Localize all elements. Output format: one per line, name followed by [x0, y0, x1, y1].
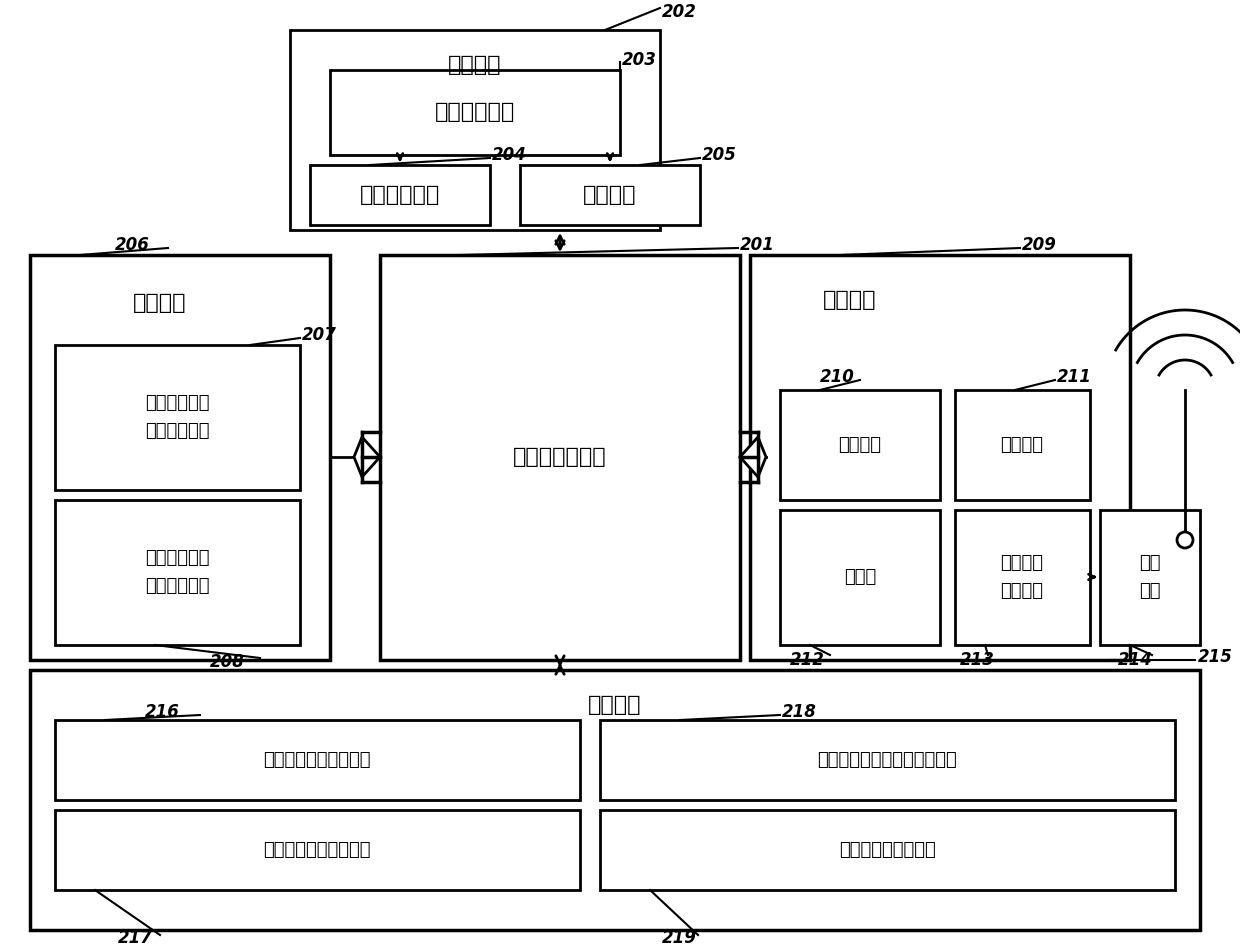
Circle shape	[1177, 532, 1193, 548]
Bar	[55, 810, 580, 890]
Polygon shape	[353, 437, 379, 477]
Text: 214: 214	[1118, 651, 1153, 669]
Bar	[55, 720, 580, 800]
Text: 嵌入式微控制器: 嵌入式微控制器	[513, 447, 606, 467]
Text: 207: 207	[303, 326, 337, 344]
Text: 218: 218	[782, 703, 817, 721]
Text: 光伏组件转动: 光伏组件转动	[145, 394, 210, 412]
Text: 201: 201	[740, 236, 775, 254]
Bar	[955, 390, 1090, 500]
Text: 213: 213	[960, 651, 994, 669]
Text: 功率: 功率	[1140, 554, 1161, 572]
Text: 205: 205	[702, 146, 737, 164]
Text: 备用电池: 备用电池	[583, 185, 637, 205]
Bar	[1100, 510, 1200, 645]
Text: 210: 210	[820, 368, 854, 386]
Bar	[330, 70, 620, 155]
Bar	[955, 510, 1090, 645]
Bar	[520, 165, 701, 225]
Text: 208: 208	[210, 653, 244, 671]
Text: 控制: 控制	[1140, 582, 1161, 600]
Polygon shape	[740, 437, 766, 477]
Bar	[750, 255, 1130, 660]
Bar	[310, 165, 490, 225]
Bar	[379, 255, 740, 660]
Bar	[55, 500, 300, 645]
Text: 预留接口: 预留接口	[1001, 436, 1044, 454]
Text: 通信模块: 通信模块	[1001, 582, 1044, 600]
Text: 211: 211	[1056, 368, 1092, 386]
Text: 供电单元: 供电单元	[448, 55, 502, 75]
Text: 光伏组件清洗: 光伏组件清洗	[145, 549, 210, 567]
Text: 存储器: 存储器	[844, 568, 877, 586]
Bar	[600, 720, 1176, 800]
Text: 光伏组件电压检测电路: 光伏组件电压检测电路	[263, 841, 371, 859]
Text: 215: 215	[1198, 648, 1233, 666]
Text: 203: 203	[622, 51, 657, 69]
Bar	[780, 390, 940, 500]
Text: 209: 209	[1022, 236, 1056, 254]
Bar	[55, 345, 300, 490]
Text: 219: 219	[662, 929, 697, 947]
Text: 检测单元: 检测单元	[588, 695, 642, 715]
Text: 固定单元: 固定单元	[823, 290, 877, 310]
Text: 216: 216	[145, 703, 180, 721]
Text: 电源控制电路: 电源控制电路	[435, 102, 515, 122]
Text: 电源管理模块: 电源管理模块	[360, 185, 440, 205]
Text: 控制单元: 控制单元	[133, 293, 187, 313]
Text: 系统控制电路: 系统控制电路	[145, 577, 210, 595]
Bar	[780, 510, 940, 645]
Text: 204: 204	[492, 146, 527, 164]
Text: 212: 212	[790, 651, 825, 669]
Text: 装置控制电路: 装置控制电路	[145, 422, 210, 440]
Text: 202: 202	[662, 3, 697, 21]
Text: 217: 217	[118, 929, 153, 947]
Text: 短程无线: 短程无线	[1001, 554, 1044, 572]
Bar	[30, 255, 330, 660]
Text: 时钟芯片: 时钟芯片	[838, 436, 882, 454]
Text: 光伏组件温度传感器: 光伏组件温度传感器	[838, 841, 935, 859]
Text: 光伏组件旁路二极管检测电路: 光伏组件旁路二极管检测电路	[817, 751, 957, 769]
Text: 光伏组件电流检测电路: 光伏组件电流检测电路	[263, 751, 371, 769]
Bar	[290, 30, 660, 230]
Text: 206: 206	[115, 236, 150, 254]
Bar	[600, 810, 1176, 890]
Bar	[30, 670, 1200, 930]
